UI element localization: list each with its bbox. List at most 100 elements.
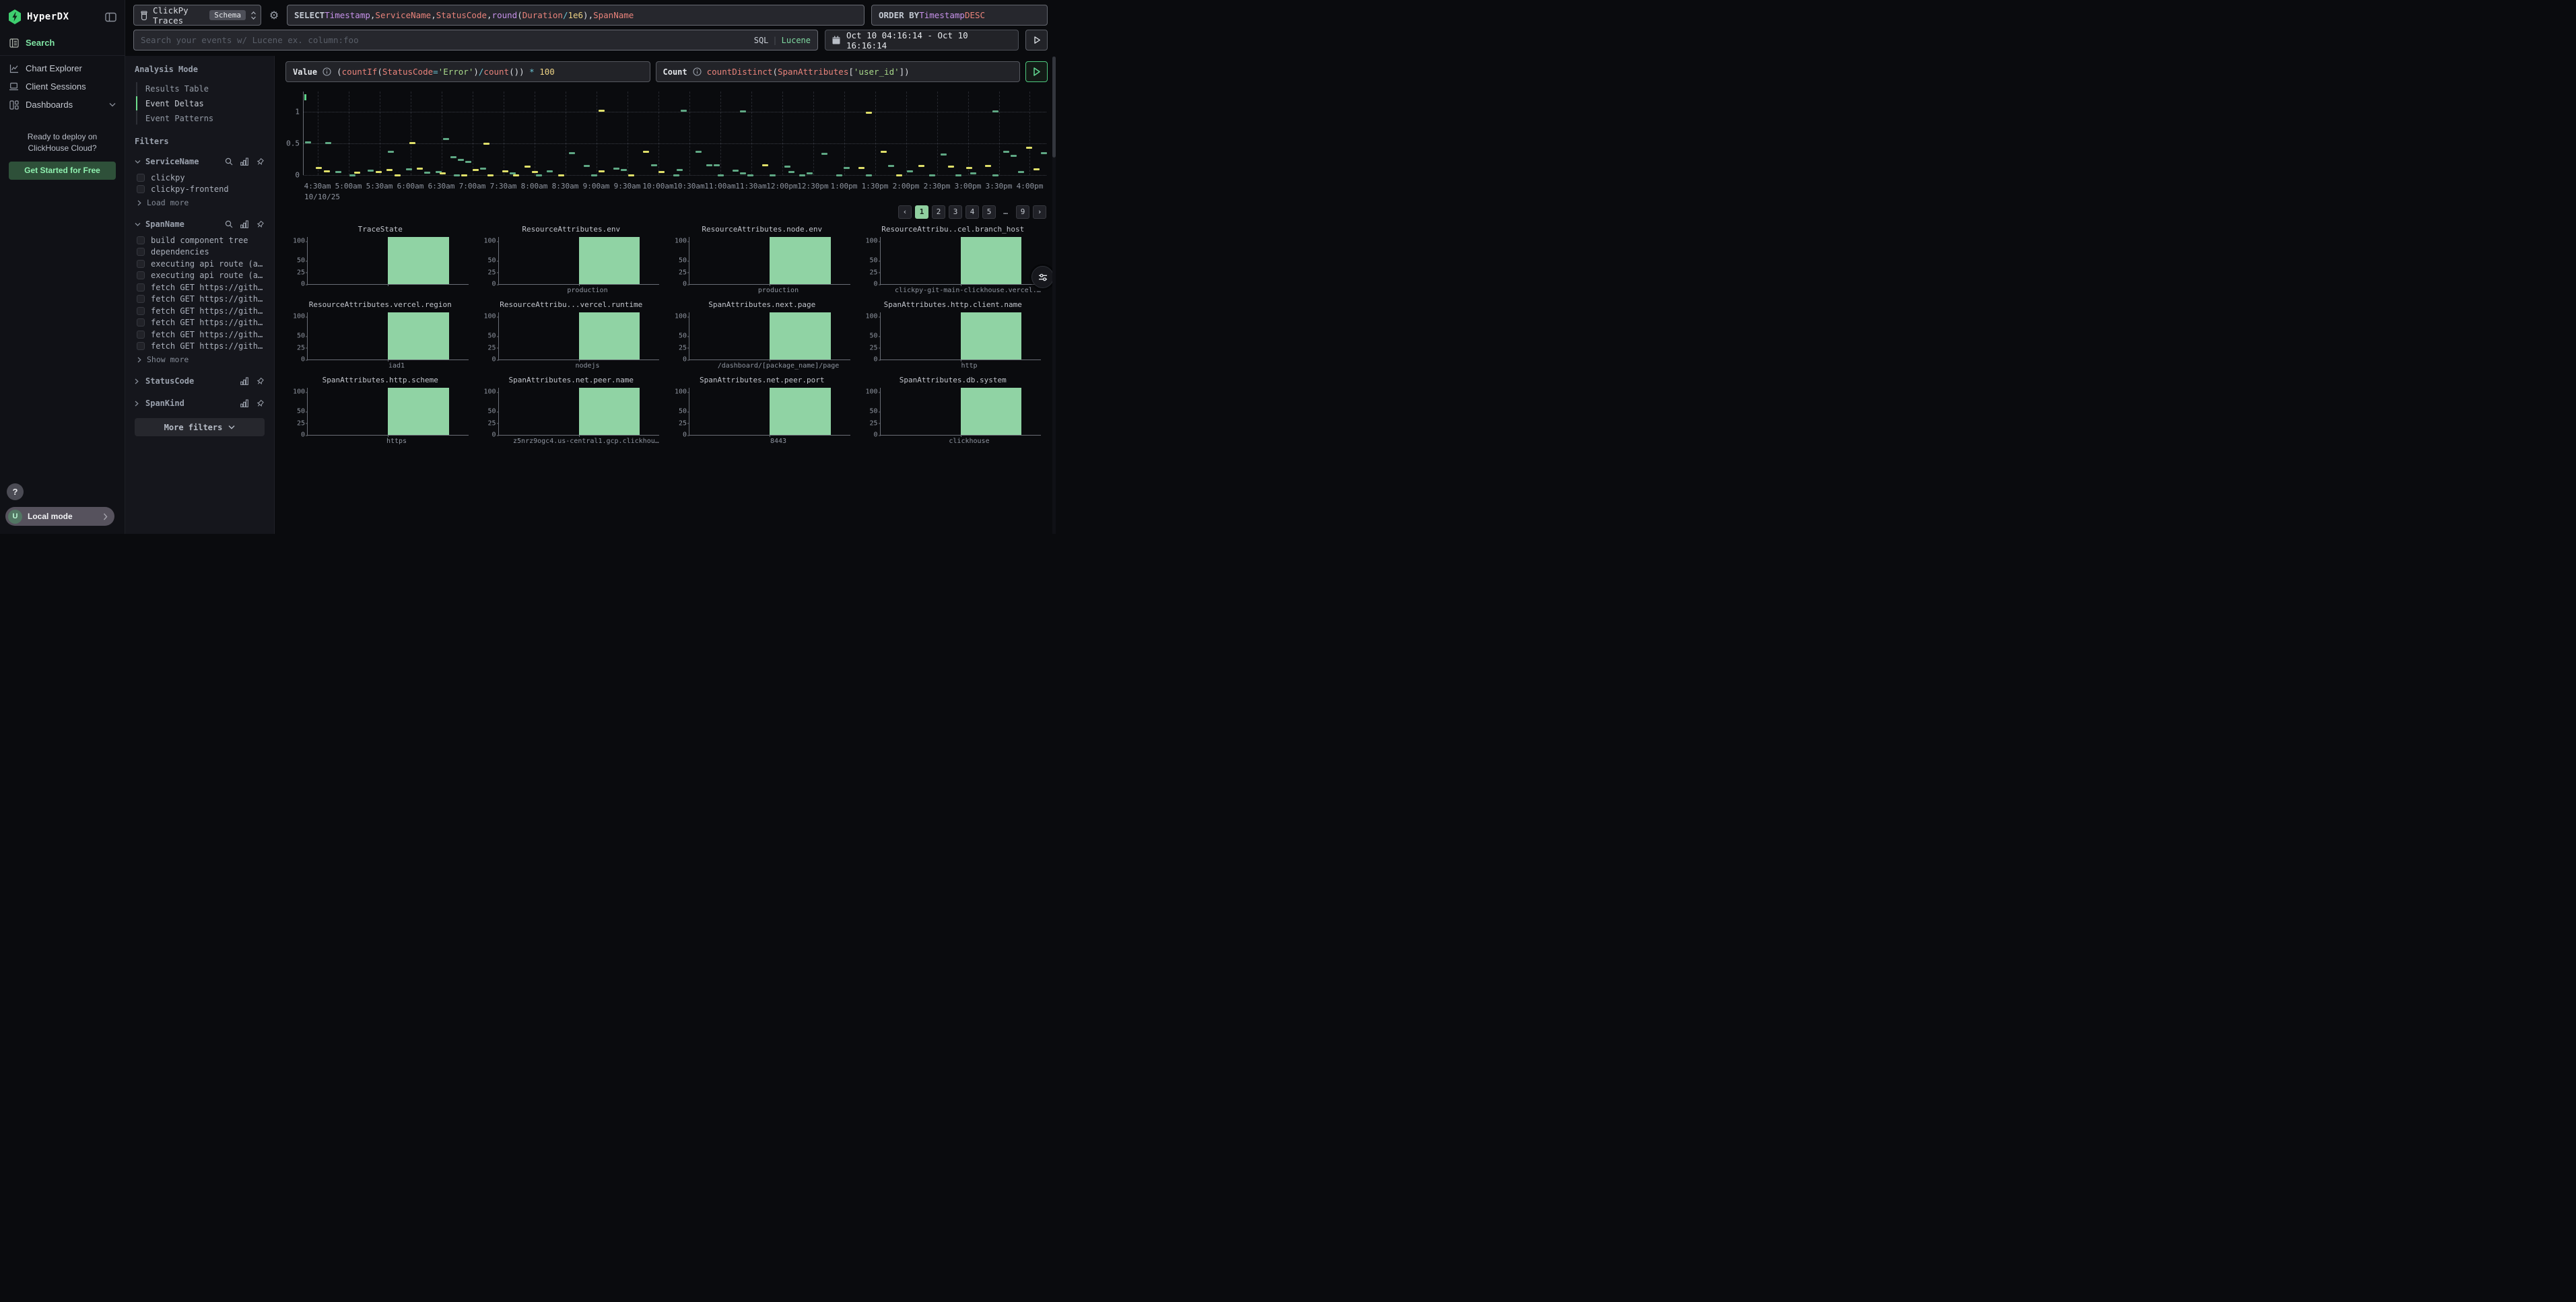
bar-chart-icon[interactable] <box>240 158 248 166</box>
attribute-chart[interactable]: SpanAttributes.net.peer.name 100 50 25 0 z5nr… <box>477 376 667 446</box>
delta-mark <box>907 170 914 173</box>
checkbox[interactable] <box>137 330 145 339</box>
delta-mark <box>435 171 442 174</box>
value-expression-input[interactable]: Value (countIf(StatusCode='Error')/count… <box>285 61 650 82</box>
delta-mark <box>747 174 753 176</box>
attribute-chart[interactable]: ResourceAttributes.node.env 100 50 25 0 produ… <box>667 225 857 296</box>
filters-title: Filters <box>135 137 169 146</box>
gear-icon[interactable]: ⚙ <box>269 9 279 22</box>
page-button-2[interactable]: 2 <box>932 205 945 219</box>
checkbox[interactable] <box>137 173 145 182</box>
pin-icon[interactable] <box>256 158 265 166</box>
chevron-right-icon <box>135 378 141 384</box>
attribute-chart[interactable]: ResourceAttributes.env 100 50 25 0 production <box>477 225 667 296</box>
filter-option[interactable]: fetch GET https://github.… <box>135 341 265 353</box>
toggle-sql[interactable]: SQL <box>753 35 769 45</box>
pin-icon[interactable] <box>256 220 265 229</box>
pin-icon[interactable] <box>256 399 265 408</box>
filter-option[interactable]: clickpy <box>135 172 265 184</box>
page-button-4[interactable]: 4 <box>965 205 979 219</box>
checkbox[interactable] <box>137 318 145 327</box>
checkbox[interactable] <box>137 342 145 351</box>
count-expression-input[interactable]: Count countDistinct(SpanAttributes['user… <box>655 61 1020 82</box>
show-more-button[interactable]: Show more <box>135 353 265 366</box>
attribute-chart[interactable]: TraceState 100 50 25 0 <box>285 225 475 296</box>
page-button-9[interactable]: 9 <box>1016 205 1029 219</box>
analysis-mode-results-table[interactable]: Results Table <box>145 83 209 94</box>
sidebar-item-client-sessions[interactable]: Client Sessions <box>0 77 125 96</box>
filter-option[interactable]: clickpy-frontend <box>135 184 265 196</box>
filter-group-spanname[interactable]: SpanName <box>135 217 265 231</box>
filter-option[interactable]: fetch GET https://github.… <box>135 305 265 317</box>
mini-chart-x-label: http <box>961 362 978 370</box>
page-next-button[interactable]: › <box>1033 205 1046 219</box>
search-run-button[interactable] <box>1025 30 1048 50</box>
bar-chart-icon[interactable] <box>240 377 248 385</box>
checkbox[interactable] <box>137 259 145 268</box>
checkbox[interactable] <box>137 185 145 194</box>
local-mode-button[interactable]: U Local mode <box>5 507 114 526</box>
checkbox[interactable] <box>137 295 145 304</box>
checkbox[interactable] <box>137 236 145 244</box>
help-button[interactable]: ? <box>7 483 24 500</box>
more-filters-button[interactable]: More filters <box>135 418 265 436</box>
filter-option[interactable]: build component tree <box>135 234 265 246</box>
bar-chart-icon[interactable] <box>240 220 248 228</box>
filter-option[interactable]: fetch GET https://github.… <box>135 317 265 329</box>
promo-text-line2: ClickHouse Cloud? <box>28 143 97 153</box>
checkbox[interactable] <box>137 271 145 280</box>
attribute-chart[interactable]: ResourceAttribu..cel.branch_host 100 50 25 0… <box>858 225 1048 296</box>
page-button-3[interactable]: 3 <box>949 205 962 219</box>
get-started-button[interactable]: Get Started for Free <box>9 161 116 180</box>
sidebar-collapse-icon[interactable] <box>105 12 116 22</box>
checkbox[interactable] <box>137 283 145 292</box>
load-more-button[interactable]: Load more <box>135 197 265 209</box>
toggle-lucene[interactable]: Lucene <box>781 35 811 45</box>
checkbox[interactable] <box>137 306 145 315</box>
filter-option-label: executing api route (app)… <box>151 259 265 269</box>
filter-option[interactable]: fetch GET https://github.… <box>135 281 265 294</box>
filter-option[interactable]: dependencies <box>135 246 265 259</box>
order-by-input[interactable]: ORDER BY Timestamp DESC <box>871 5 1048 26</box>
page-prev-button[interactable]: ‹ <box>898 205 912 219</box>
attribute-chart[interactable]: SpanAttributes.db.system 100 50 25 0 clickhou… <box>858 376 1048 446</box>
attribute-chart[interactable]: ResourceAttributes.vercel.region 100 50 25 0… <box>285 300 475 371</box>
filter-group-servicename[interactable]: ServiceName <box>135 155 265 168</box>
filter-option-label: fetch GET https://github.… <box>151 329 265 339</box>
run-query-button[interactable] <box>1025 61 1048 82</box>
sidebar-item-search[interactable]: Search <box>0 34 125 52</box>
filter-option[interactable]: executing api route (app)… <box>135 270 265 282</box>
page-button-5[interactable]: 5 <box>982 205 996 219</box>
search-icon[interactable] <box>225 158 233 166</box>
page-button-1[interactable]: 1 <box>915 205 928 219</box>
sql-select-input[interactable]: SELECT Timestamp, ServiceName, StatusCod… <box>287 5 865 26</box>
scrollbar-thumb[interactable] <box>1052 57 1056 158</box>
filter-option[interactable]: executing api route (app)… <box>135 258 265 270</box>
chart-settings-fab[interactable] <box>1031 266 1054 288</box>
source-select[interactable]: ClickPy Traces Schema <box>133 5 261 26</box>
checkbox[interactable] <box>137 248 145 256</box>
attribute-chart[interactable]: SpanAttributes.http.scheme 100 50 25 0 https <box>285 376 475 446</box>
delta-mark <box>417 167 423 170</box>
filter-group-statuscode[interactable]: StatusCode <box>135 374 265 388</box>
filter-group-spankind[interactable]: SpanKind <box>135 397 265 410</box>
filter-option-label: executing api route (app)… <box>151 271 265 281</box>
delta-plot[interactable]: 0 0.5 1 <box>286 92 1047 180</box>
analysis-mode-event-patterns[interactable]: Event Patterns <box>145 113 214 123</box>
sidebar-item-dashboards[interactable]: Dashboards <box>0 96 125 114</box>
bar-chart-icon[interactable] <box>240 399 248 407</box>
pin-icon[interactable] <box>256 377 265 386</box>
analysis-mode-event-deltas[interactable]: Event Deltas <box>136 96 265 110</box>
search-icon[interactable] <box>225 220 233 228</box>
filter-option[interactable]: fetch GET https://github.… <box>135 294 265 306</box>
attribute-chart[interactable]: ResourceAttribu...vercel.runtime 100 50 25 0… <box>477 300 667 371</box>
scrollbar-track[interactable] <box>1052 57 1056 534</box>
sidebar-item-chart-explorer[interactable]: Chart Explorer <box>0 59 125 77</box>
attribute-chart[interactable]: SpanAttributes.http.client.name 100 50 25 0 h… <box>858 300 1048 371</box>
attribute-chart[interactable]: SpanAttributes.net.peer.port 100 50 25 0 8443 <box>667 376 857 446</box>
filter-option[interactable]: fetch GET https://github.… <box>135 329 265 341</box>
attribute-chart[interactable]: SpanAttributes.next.page 100 50 25 0/dashboa… <box>667 300 857 371</box>
search-input[interactable]: Search your events w/ Lucene ex. column:… <box>133 30 818 50</box>
date-range-picker[interactable]: Oct 10 04:16:14 - Oct 10 16:16:14 <box>825 30 1019 50</box>
filter-option-label: fetch GET https://github.… <box>151 294 265 304</box>
